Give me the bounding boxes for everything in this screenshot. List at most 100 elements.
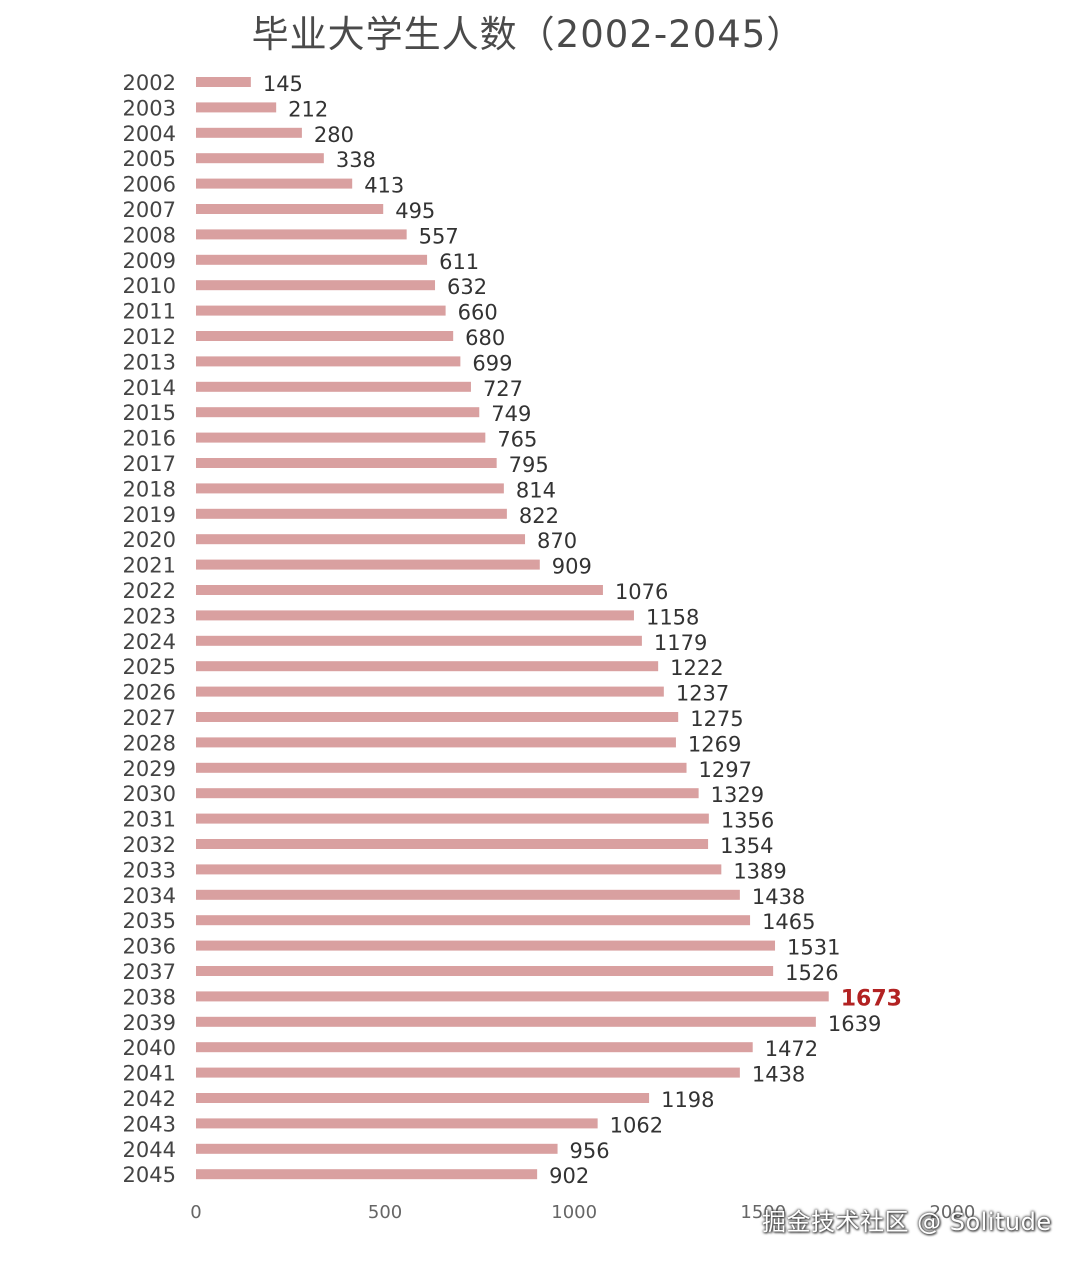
bar bbox=[196, 305, 446, 316]
value-label: 145 bbox=[263, 72, 303, 96]
category-label: 2026 bbox=[123, 681, 176, 705]
category-label: 2033 bbox=[123, 858, 176, 882]
value-label: 1639 bbox=[828, 1012, 881, 1036]
value-label: 611 bbox=[439, 250, 479, 274]
value-label: 1269 bbox=[688, 732, 741, 756]
x-tick-label: 1000 bbox=[551, 1202, 597, 1223]
value-label: 1179 bbox=[654, 631, 707, 655]
bar bbox=[196, 432, 486, 443]
category-label: 2038 bbox=[123, 985, 176, 1009]
category-label: 2004 bbox=[123, 122, 176, 146]
category-label: 2005 bbox=[123, 147, 176, 171]
bar bbox=[196, 889, 740, 900]
value-label: 1237 bbox=[676, 682, 729, 706]
bar bbox=[196, 585, 603, 595]
bar bbox=[196, 661, 659, 672]
value-label: 1465 bbox=[762, 910, 815, 934]
bar bbox=[196, 178, 353, 189]
value-label: 212 bbox=[288, 97, 328, 121]
bar bbox=[196, 610, 634, 621]
category-label: 2002 bbox=[123, 71, 176, 95]
value-label: 749 bbox=[491, 402, 531, 426]
category-label: 2016 bbox=[123, 427, 176, 451]
value-label: 1062 bbox=[610, 1113, 663, 1137]
bar bbox=[196, 77, 251, 87]
bar bbox=[196, 407, 480, 418]
bar bbox=[196, 991, 829, 1002]
category-label: 2009 bbox=[123, 249, 176, 273]
value-label: 1438 bbox=[752, 885, 805, 909]
bar bbox=[196, 788, 699, 799]
category-label: 2003 bbox=[123, 96, 176, 120]
bar bbox=[196, 1169, 538, 1180]
bar bbox=[196, 559, 540, 570]
category-label: 2020 bbox=[123, 528, 176, 552]
category-label: 2032 bbox=[123, 833, 176, 857]
category-label: 2039 bbox=[123, 1011, 176, 1035]
bar bbox=[196, 1016, 816, 1027]
value-label: 822 bbox=[519, 504, 559, 528]
category-label: 2031 bbox=[123, 808, 176, 832]
value-label: 557 bbox=[419, 224, 459, 248]
category-label: 2018 bbox=[123, 477, 176, 501]
bar bbox=[196, 1042, 753, 1053]
bar bbox=[196, 280, 436, 291]
bar bbox=[196, 915, 751, 926]
value-label: 956 bbox=[570, 1139, 610, 1163]
bar bbox=[196, 1067, 740, 1078]
value-label: 1198 bbox=[661, 1088, 714, 1112]
bar bbox=[196, 483, 504, 494]
category-label: 2035 bbox=[123, 909, 176, 933]
category-label: 2022 bbox=[123, 579, 176, 603]
category-label: 2028 bbox=[123, 731, 176, 755]
category-label: 2042 bbox=[123, 1087, 176, 1111]
category-label: 2030 bbox=[123, 782, 176, 806]
bar bbox=[196, 635, 642, 646]
category-label: 2012 bbox=[123, 325, 176, 349]
category-label: 2010 bbox=[123, 274, 176, 298]
category-label: 2023 bbox=[123, 604, 176, 628]
value-label: 495 bbox=[395, 199, 435, 223]
bar bbox=[196, 153, 324, 164]
value-label: 413 bbox=[364, 174, 404, 198]
bar bbox=[196, 864, 722, 875]
value-label: 795 bbox=[509, 453, 549, 477]
category-label: 2014 bbox=[123, 376, 176, 400]
bar bbox=[196, 204, 384, 214]
bar bbox=[196, 1118, 598, 1129]
value-label: 699 bbox=[472, 351, 512, 375]
value-label: 1356 bbox=[721, 809, 774, 833]
bar bbox=[196, 737, 676, 748]
value-label: 1526 bbox=[785, 961, 838, 985]
bar bbox=[196, 712, 679, 722]
bar bbox=[196, 102, 277, 113]
category-label: 2040 bbox=[123, 1036, 176, 1060]
bar bbox=[196, 966, 774, 976]
value-label: 632 bbox=[447, 275, 487, 299]
bar bbox=[196, 254, 428, 265]
value-label: 1673 bbox=[841, 986, 902, 1011]
bar bbox=[196, 940, 776, 951]
value-label: 680 bbox=[465, 326, 505, 350]
bar bbox=[196, 1143, 558, 1154]
category-label: 2021 bbox=[123, 554, 176, 578]
value-label: 1389 bbox=[733, 859, 786, 883]
bar bbox=[196, 508, 507, 519]
category-label: 2008 bbox=[123, 223, 176, 247]
value-label: 1275 bbox=[690, 707, 743, 731]
x-tick-label: 500 bbox=[368, 1202, 402, 1223]
watermark: 掘金技术社区 @ Solitude bbox=[762, 1208, 1052, 1236]
value-label: 765 bbox=[497, 428, 537, 452]
value-label: 1158 bbox=[646, 605, 699, 629]
value-label: 660 bbox=[458, 301, 498, 325]
value-label: 1438 bbox=[752, 1063, 805, 1087]
value-label: 1531 bbox=[787, 936, 840, 960]
value-label: 1329 bbox=[711, 783, 764, 807]
category-label: 2019 bbox=[123, 503, 176, 527]
value-label: 1222 bbox=[670, 656, 723, 680]
x-tick-label: 1500 bbox=[740, 1202, 786, 1223]
category-label: 2029 bbox=[123, 757, 176, 781]
category-label: 2017 bbox=[123, 452, 176, 476]
value-label: 1354 bbox=[720, 834, 773, 858]
